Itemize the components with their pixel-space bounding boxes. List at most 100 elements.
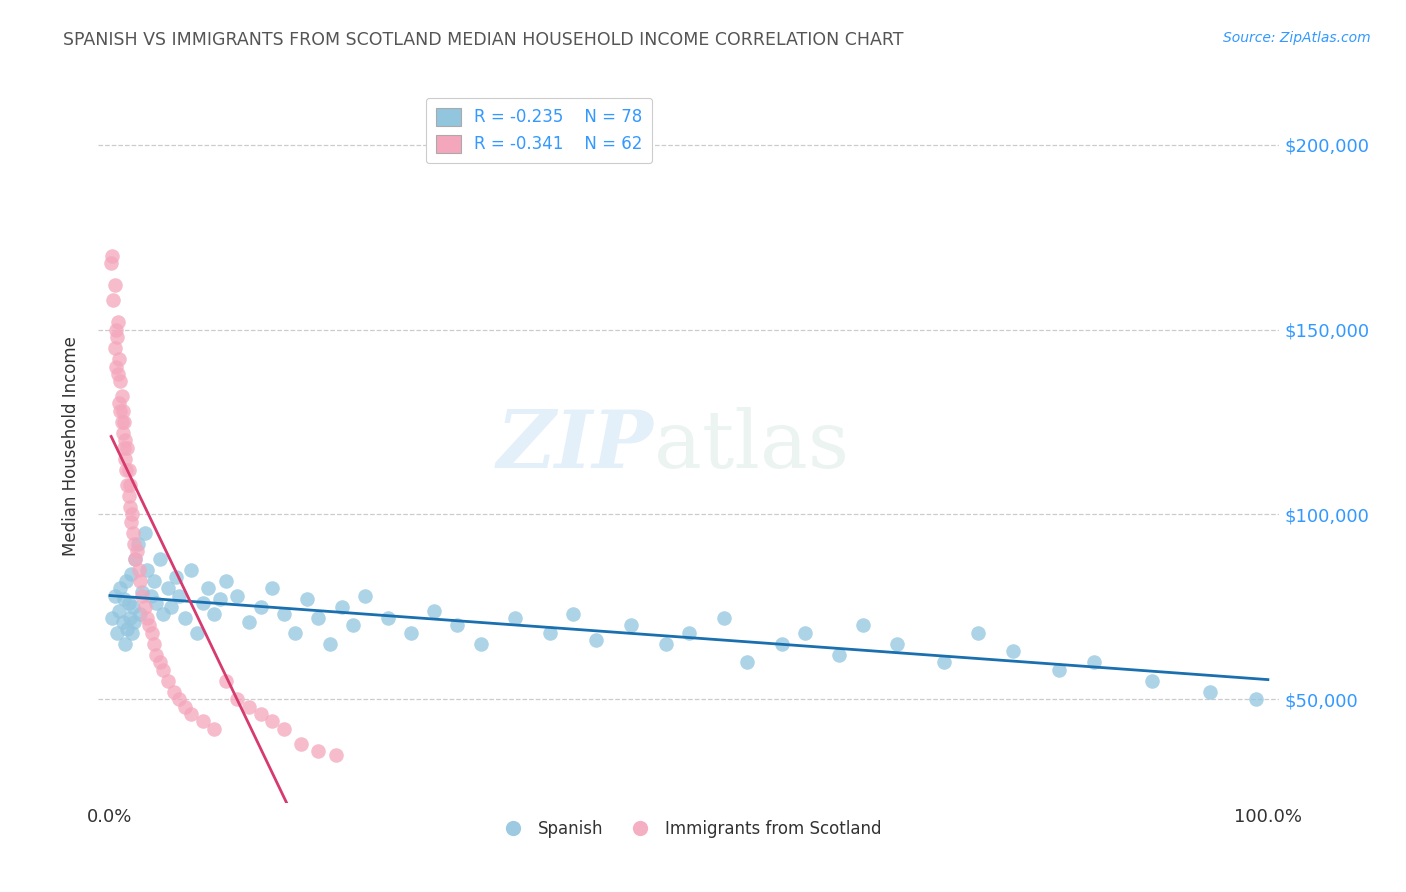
- Point: [503, 611, 526, 625]
- Point: [1199, 685, 1222, 699]
- Point: [262, 582, 284, 596]
- Point: [197, 582, 219, 596]
- Point: [108, 396, 131, 410]
- Point: [160, 599, 183, 614]
- Legend: Spanish, Immigrants from Scotland: Spanish, Immigrants from Scotland: [489, 814, 889, 845]
- Point: [191, 714, 214, 729]
- Point: [112, 592, 135, 607]
- Point: [967, 625, 990, 640]
- Point: [330, 599, 353, 614]
- Point: [114, 452, 136, 467]
- Point: [284, 625, 307, 640]
- Point: [307, 611, 329, 625]
- Point: [342, 618, 364, 632]
- Point: [117, 463, 139, 477]
- Point: [377, 611, 399, 625]
- Point: [124, 551, 146, 566]
- Point: [112, 415, 135, 429]
- Point: [208, 592, 231, 607]
- Point: [319, 637, 342, 651]
- Point: [108, 352, 131, 367]
- Point: [226, 589, 249, 603]
- Point: [121, 508, 143, 522]
- Point: [110, 415, 132, 429]
- Point: [145, 648, 167, 662]
- Point: [143, 637, 166, 651]
- Point: [118, 500, 141, 514]
- Point: [104, 359, 127, 374]
- Point: [128, 563, 150, 577]
- Point: [103, 293, 125, 307]
- Point: [423, 603, 446, 617]
- Point: [104, 341, 127, 355]
- Point: [117, 622, 139, 636]
- Point: [165, 570, 187, 584]
- Text: atlas: atlas: [654, 407, 849, 485]
- Point: [105, 330, 128, 344]
- Point: [145, 596, 167, 610]
- Point: [129, 607, 152, 622]
- Point: [122, 525, 145, 540]
- Point: [163, 685, 186, 699]
- Point: [101, 611, 124, 625]
- Point: [107, 367, 129, 381]
- Point: [262, 714, 284, 729]
- Point: [139, 589, 162, 603]
- Point: [191, 596, 214, 610]
- Point: [215, 673, 238, 688]
- Point: [290, 737, 312, 751]
- Point: [110, 374, 132, 388]
- Point: [174, 611, 197, 625]
- Point: [101, 249, 124, 263]
- Point: [186, 625, 208, 640]
- Point: [174, 699, 197, 714]
- Point: [202, 607, 225, 622]
- Point: [110, 582, 132, 596]
- Point: [121, 625, 143, 640]
- Point: [180, 563, 202, 577]
- Point: [307, 744, 329, 758]
- Point: [678, 625, 700, 640]
- Point: [124, 551, 146, 566]
- Point: [215, 574, 238, 588]
- Point: [353, 589, 375, 603]
- Point: [111, 425, 134, 440]
- Point: [295, 592, 318, 607]
- Text: Source: ZipAtlas.com: Source: ZipAtlas.com: [1223, 31, 1371, 45]
- Point: [156, 582, 179, 596]
- Point: [180, 707, 202, 722]
- Point: [713, 611, 735, 625]
- Point: [117, 596, 139, 610]
- Point: [100, 256, 122, 270]
- Point: [124, 537, 146, 551]
- Point: [127, 537, 149, 551]
- Point: [129, 574, 152, 588]
- Point: [828, 648, 851, 662]
- Point: [156, 673, 179, 688]
- Point: [538, 625, 561, 640]
- Point: [238, 699, 260, 714]
- Point: [238, 615, 260, 629]
- Point: [120, 566, 142, 581]
- Point: [169, 692, 191, 706]
- Point: [124, 615, 146, 629]
- Point: [1002, 644, 1025, 658]
- Point: [110, 389, 132, 403]
- Point: [149, 655, 172, 669]
- Point: [131, 585, 153, 599]
- Point: [655, 637, 678, 651]
- Text: SPANISH VS IMMIGRANTS FROM SCOTLAND MEDIAN HOUSEHOLD INCOME CORRELATION CHART: SPANISH VS IMMIGRANTS FROM SCOTLAND MEDI…: [63, 31, 904, 49]
- Point: [852, 618, 875, 632]
- Point: [120, 515, 142, 529]
- Point: [136, 563, 159, 577]
- Point: [770, 637, 793, 651]
- Point: [134, 599, 156, 614]
- Point: [1246, 692, 1268, 706]
- Point: [115, 574, 138, 588]
- Point: [112, 441, 135, 455]
- Point: [202, 722, 225, 736]
- Point: [117, 441, 139, 455]
- Point: [399, 625, 422, 640]
- Point: [104, 322, 127, 336]
- Point: [115, 463, 138, 477]
